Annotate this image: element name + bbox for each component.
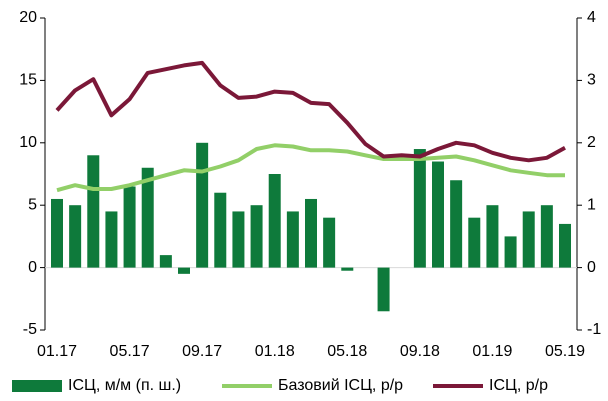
x-tick-label: 05.19 (545, 343, 585, 360)
x-tick-label: 01.18 (255, 343, 295, 360)
bar (450, 180, 463, 268)
legend-swatch (12, 380, 62, 392)
bar (123, 186, 136, 268)
bar (432, 161, 444, 268)
x-tick-label: 05.17 (110, 343, 150, 360)
y-tick-label: -5 (23, 321, 37, 338)
bar (377, 267, 390, 312)
y2-tick-label: 4 (587, 9, 596, 26)
y-tick-label: 10 (19, 134, 37, 151)
bar (159, 255, 172, 268)
y2-tick-label: 3 (587, 72, 596, 89)
bar (51, 198, 63, 268)
bar (486, 205, 499, 268)
y-tick-label: 0 (28, 259, 37, 276)
x-tick-label: 05.18 (327, 343, 367, 360)
x-tick-label: 09.17 (182, 343, 222, 360)
bar (559, 223, 571, 268)
bar (232, 211, 245, 268)
y2-tick-label: 2 (587, 134, 596, 151)
line (55, 60, 566, 163)
bar (522, 211, 535, 268)
bar (196, 142, 209, 268)
legend-label: ІСЦ, р/р (489, 377, 548, 394)
bar (178, 267, 190, 274)
y-tick-label: 15 (19, 72, 37, 89)
y2-tick-label: -1 (587, 321, 601, 338)
y-tick-label: 20 (19, 9, 37, 26)
y2-tick-label: 0 (587, 259, 596, 276)
bar (286, 211, 299, 268)
bar (341, 267, 354, 271)
x-tick-label: 09.18 (400, 343, 440, 360)
legend-label: Базовий ІСЦ, р/р (278, 377, 403, 394)
line (56, 143, 565, 193)
bar (87, 155, 100, 268)
bar (413, 149, 426, 268)
bar (468, 217, 481, 268)
bar (268, 174, 281, 268)
bar (141, 167, 154, 268)
bar (250, 205, 263, 268)
bar (105, 211, 118, 268)
bar (214, 192, 227, 268)
bar (540, 205, 553, 268)
y-tick-label: 5 (28, 196, 37, 213)
bar (504, 236, 517, 268)
bar (305, 198, 317, 268)
x-tick-label: 01.17 (37, 343, 77, 360)
legend-label: ІСЦ, м/м (п. ш.) (68, 377, 181, 394)
bar (323, 217, 336, 268)
bar (69, 205, 82, 268)
y2-tick-label: 1 (587, 196, 596, 213)
x-tick-label: 01.19 (472, 343, 512, 360)
